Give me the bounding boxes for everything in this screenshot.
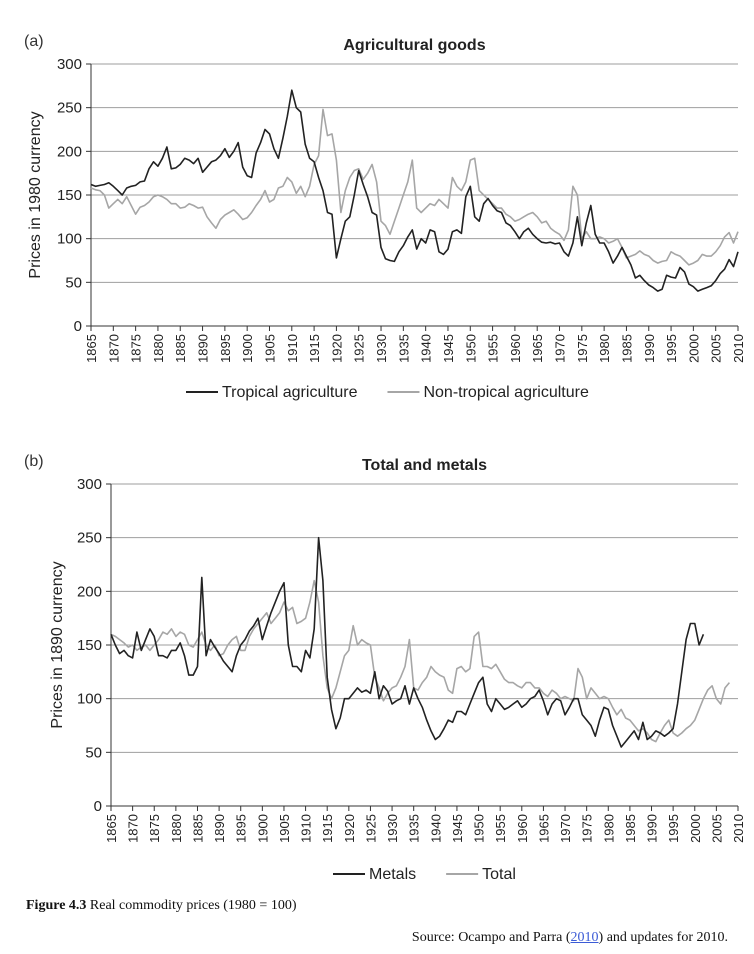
x-tick-label: 1995: [666, 814, 681, 843]
x-tick-label: 1955: [493, 814, 508, 843]
x-tick-label: 1885: [190, 814, 205, 843]
x-tick-label: 1960: [508, 334, 523, 363]
x-tick-label: 1905: [277, 814, 292, 843]
y-tick-label: 300: [77, 476, 102, 493]
y-tick-label: 150: [57, 187, 82, 204]
y-tick-label: 50: [85, 744, 102, 761]
x-tick-label: 1920: [329, 334, 344, 363]
x-tick-label: 1875: [129, 334, 144, 363]
caption-label: Figure 4.3: [26, 898, 87, 913]
legend-label: Non-tropical agriculture: [423, 384, 589, 401]
legend-label: Total: [482, 866, 516, 883]
x-tick-label: 1990: [642, 334, 657, 363]
series-line-tropical-agriculture: [90, 89, 739, 292]
x-tick-label: 1990: [645, 814, 660, 843]
x-tick-label: 1920: [342, 814, 357, 843]
x-tick-label: 1880: [151, 334, 166, 363]
x-tick-label: 1940: [419, 334, 434, 363]
x-tick-label: 1865: [104, 814, 119, 843]
x-tick-label: 1965: [536, 814, 551, 843]
x-tick-label: 1965: [530, 334, 545, 363]
chart-title: Total and metals: [362, 457, 487, 474]
x-tick-label: 1880: [169, 814, 184, 843]
x-tick-label: 1980: [601, 814, 616, 843]
source-note: Source: Ocampo and Parra (2010) and upda…: [412, 930, 728, 946]
y-tick-label: 0: [74, 318, 82, 335]
x-tick-label: 1950: [463, 334, 478, 363]
y-tick-label: 50: [65, 274, 82, 291]
chart-panel-a: (a) Agricultural goods 0 50 100 150 200 250 300 1…: [24, 33, 746, 401]
x-tick-label: 1985: [623, 814, 638, 843]
panel-label: (b): [24, 453, 44, 470]
series-line-metals: [110, 536, 705, 748]
x-tick-label: 1935: [407, 814, 422, 843]
panel-label: (a): [24, 33, 44, 50]
x-tick-label: 1885: [173, 334, 188, 363]
y-tick-label: 200: [57, 143, 82, 160]
x-tick-label: 1975: [580, 814, 595, 843]
caption-text: Real commodity prices (1980 = 100): [86, 898, 297, 913]
x-tick-label: 1975: [575, 334, 590, 363]
x-tick-label: 1915: [307, 334, 322, 363]
source-suffix: ) and updates for 2010.: [598, 930, 728, 945]
x-tick-label: 1895: [218, 334, 233, 363]
chart-panel-b: (b) Total and metals 0 50 100 150 200 250 300 186…: [24, 453, 746, 883]
x-tick-label: 1925: [363, 814, 378, 843]
y-tick-label: 250: [77, 530, 102, 547]
x-tick-label: 2000: [686, 334, 701, 363]
y-tick-label: 250: [57, 100, 82, 117]
x-tick-label: 1950: [472, 814, 487, 843]
x-tick-label: 1895: [234, 814, 249, 843]
x-tick-label: 1915: [320, 814, 335, 843]
x-tick-label: 1970: [558, 814, 573, 843]
x-tick-label: 1925: [352, 334, 367, 363]
x-tick-label: 1945: [441, 334, 456, 363]
x-tick-label: 2005: [709, 334, 724, 363]
x-tick-label: 1870: [106, 334, 121, 363]
x-tick-label: 1910: [299, 814, 314, 843]
x-tick-label: 1940: [428, 814, 443, 843]
series-line-non-tropical-agriculture: [90, 108, 739, 266]
x-tick-label: 2005: [709, 814, 724, 843]
legend-label: Metals: [369, 866, 416, 883]
x-tick-label: 1955: [486, 334, 501, 363]
y-tick-label: 150: [77, 637, 102, 654]
x-tick-label: 1870: [126, 814, 141, 843]
x-tick-label: 1875: [147, 814, 162, 843]
y-tick-label: 100: [57, 231, 82, 248]
x-tick-label: 1900: [240, 334, 255, 363]
y-tick-label: 300: [57, 56, 82, 73]
x-tick-label: 1910: [285, 334, 300, 363]
x-tick-label: 2010: [731, 334, 746, 363]
x-tick-label: 1935: [396, 334, 411, 363]
x-tick-label: 1905: [262, 334, 277, 363]
x-tick-label: 2010: [731, 814, 746, 843]
x-tick-label: 1960: [515, 814, 530, 843]
x-tick-label: 1930: [374, 334, 389, 363]
y-tick-label: 200: [77, 583, 102, 600]
source-reference-link[interactable]: 2010: [570, 930, 599, 945]
x-tick-label: 1890: [196, 334, 211, 363]
figure-caption: Figure 4.3 Real commodity prices (1980 =…: [26, 898, 296, 914]
x-tick-label: 2000: [688, 814, 703, 843]
x-tick-label: 1995: [664, 334, 679, 363]
y-axis-label: Prices in 1980 currency: [27, 111, 44, 278]
x-tick-label: 1970: [553, 334, 568, 363]
x-tick-label: 1865: [84, 334, 99, 363]
x-tick-label: 1890: [212, 814, 227, 843]
chart-title: Agricultural goods: [343, 37, 485, 54]
legend-label: Tropical agriculture: [222, 384, 358, 401]
x-tick-label: 1930: [385, 814, 400, 843]
x-tick-label: 1980: [597, 334, 612, 363]
x-tick-label: 1945: [450, 814, 465, 843]
x-tick-label: 1985: [619, 334, 634, 363]
y-tick-label: 100: [77, 691, 102, 708]
x-tick-label: 1900: [255, 814, 270, 843]
y-axis-label: Prices in 1890 currency: [49, 561, 66, 728]
source-prefix: Source: Ocampo and Parra (: [411, 930, 571, 945]
y-tick-label: 0: [94, 798, 102, 815]
